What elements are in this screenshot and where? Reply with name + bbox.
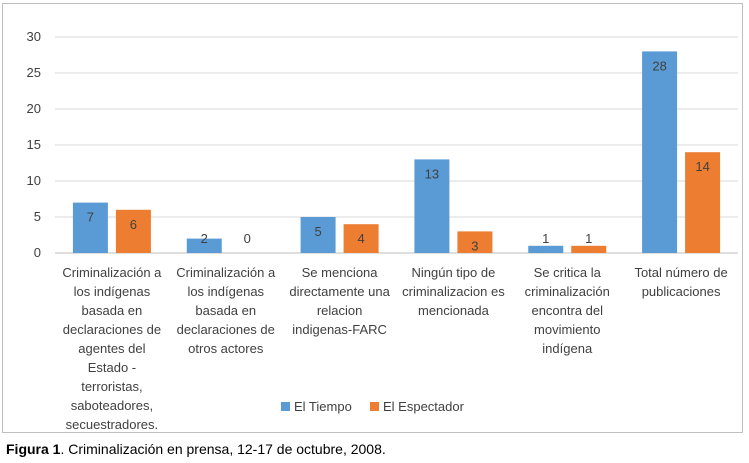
x-tick-label: Ningún tipo de	[411, 265, 495, 280]
legend-swatch	[370, 402, 379, 411]
legend-label: El Tiempo	[294, 399, 352, 414]
y-tick-label: 15	[27, 137, 41, 152]
y-tick-label: 10	[27, 173, 41, 188]
x-tick-label: basada en	[82, 303, 143, 318]
data-label: 13	[425, 166, 439, 181]
data-label: 0	[244, 231, 251, 246]
bar-el-tiempo	[300, 217, 336, 253]
x-tick-label: criminalizacion es	[402, 284, 505, 299]
data-label: 1	[542, 231, 549, 246]
bar-el-espectador	[571, 245, 607, 253]
x-tick-label: declaraciones de	[177, 322, 275, 337]
x-tick-label: los indígenas	[187, 284, 264, 299]
x-tick-label: los indígenas	[74, 284, 151, 299]
x-tick-label: otros actores	[188, 341, 264, 356]
x-tick-label: Total número de	[634, 265, 727, 280]
data-label: 6	[130, 217, 137, 232]
x-tick-label: movimiento	[534, 322, 600, 337]
bar-el-espectador	[457, 231, 493, 253]
x-tick-label: indígena	[542, 341, 593, 356]
x-tick-label: criminalización	[525, 284, 610, 299]
x-tick-label: Se menciona	[302, 265, 379, 280]
bar-el-tiempo	[528, 245, 564, 253]
data-label: 5	[314, 224, 321, 239]
caption-text: . Criminalización en prensa, 12-17 de oc…	[60, 441, 386, 457]
x-tick-label: Estado -	[88, 360, 136, 375]
data-label: 1	[585, 231, 592, 246]
y-tick-label: 20	[27, 101, 41, 116]
x-tick-label: publicaciones	[642, 284, 721, 299]
data-label: 28	[652, 58, 666, 73]
data-label: 3	[471, 238, 478, 253]
x-tick-label: Criminalización a	[176, 265, 276, 280]
y-tick-label: 0	[34, 245, 41, 260]
x-tick-label: terroristas,	[81, 379, 142, 394]
bar-el-tiempo	[186, 238, 222, 253]
bar-el-tiempo	[642, 51, 678, 254]
x-tick-label: mencionada	[418, 303, 490, 318]
bar-el-tiempo	[414, 159, 450, 253]
x-tick-label: directamente una	[289, 284, 390, 299]
legend-swatch	[281, 402, 290, 411]
x-tick-label: declaraciones de	[63, 322, 161, 337]
data-label: 4	[357, 231, 364, 246]
x-tick-label: encontra del	[531, 303, 603, 318]
x-tick-label: basada en	[195, 303, 256, 318]
legend-label: El Espectador	[383, 399, 465, 414]
data-label: 2	[201, 231, 208, 246]
bar-el-espectador	[115, 209, 151, 253]
bar-el-tiempo	[72, 202, 108, 253]
y-tick-label: 30	[27, 29, 41, 44]
x-tick-label: indigenas-FARC	[292, 322, 387, 337]
x-tick-label: Criminalización a	[62, 265, 162, 280]
bar-el-espectador	[685, 152, 721, 253]
x-tick-label: agentes del	[78, 341, 145, 356]
x-tick-label: secuestradores.	[66, 417, 159, 432]
caption-label: Figura 1	[6, 441, 61, 457]
bar-el-espectador	[343, 224, 379, 253]
y-tick-label: 25	[27, 65, 41, 80]
x-tick-label: Se critica la	[534, 265, 602, 280]
y-tick-label: 5	[34, 209, 41, 224]
x-tick-label: saboteadores,	[71, 398, 153, 413]
figure-caption: Figura 1. Criminalización en prensa, 12-…	[6, 441, 386, 457]
x-tick-label: relacion	[317, 303, 363, 318]
data-label: 14	[695, 159, 709, 174]
data-label: 7	[87, 210, 94, 225]
